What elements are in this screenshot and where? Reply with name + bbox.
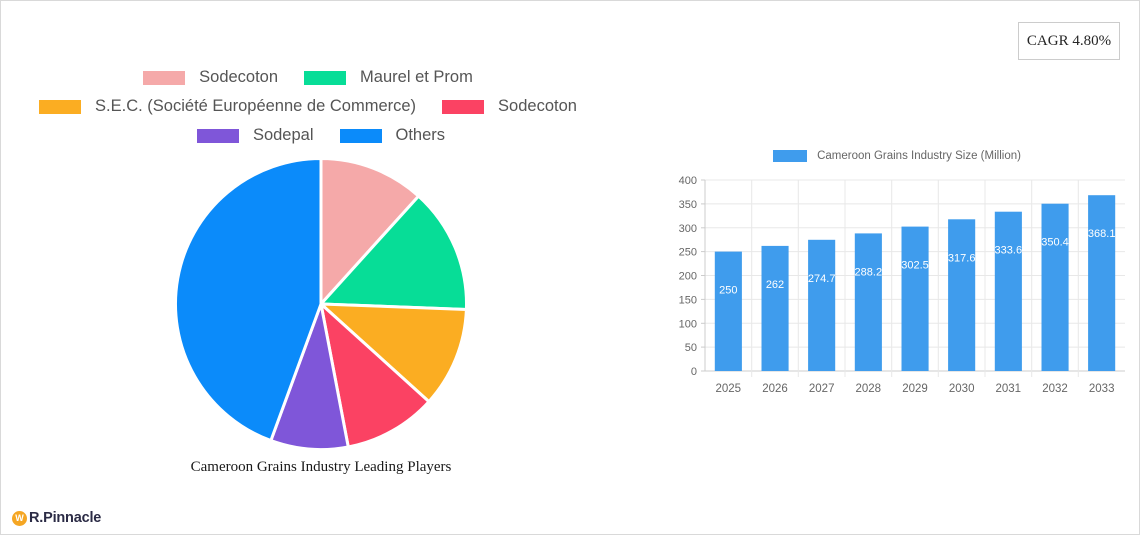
bar-value-label: 262 <box>766 279 784 291</box>
pie-chart-panel: Sodecoton Maurel et Prom S.E.C. (Société E… <box>1 63 641 488</box>
bar[interactable] <box>854 233 882 371</box>
bar[interactable] <box>948 219 976 371</box>
bar[interactable] <box>761 245 789 371</box>
bar[interactable] <box>808 239 836 371</box>
pie-slice[interactable] <box>319 158 421 306</box>
x-tick-label: 2030 <box>949 383 975 395</box>
bar-chart-legend: Cameroon Grains Industry Size (Million) <box>663 140 1131 168</box>
pie-legend: Sodecoton Maurel et Prom S.E.C. (Société E… <box>5 63 637 150</box>
pie-slice[interactable] <box>319 302 468 404</box>
bar[interactable] <box>1041 203 1069 371</box>
pie-legend-label: Sodecoton <box>498 97 577 115</box>
pie-legend-label: Sodepal <box>252 126 314 144</box>
bar-value-label: 288.2 <box>855 266 883 278</box>
bar-value-label: 250 <box>719 285 737 297</box>
bar-legend-swatch-icon <box>773 150 808 162</box>
pie-legend-label: Maurel et Prom <box>360 68 473 86</box>
bar-value-label: 368.1 <box>1088 228 1116 240</box>
y-tick-label: 300 <box>679 223 697 235</box>
pie-legend-swatch-icon <box>339 128 382 143</box>
x-tick-label: 2029 <box>902 383 928 395</box>
pie-legend-item[interactable]: S.E.C. (Société Européenne de Commerce) <box>39 92 442 121</box>
bar[interactable] <box>994 211 1022 371</box>
x-tick-label: 2025 <box>716 383 742 395</box>
pie-legend-item[interactable]: Maurel et Prom <box>304 63 499 92</box>
pie-legend-item[interactable]: Sodecoton <box>143 63 304 92</box>
logo-glyph: W <box>15 512 24 523</box>
pie-legend-item[interactable]: Sodecoton <box>442 92 603 121</box>
pie-legend-label: Others <box>395 126 446 144</box>
pie-legend-label: Sodecoton <box>199 68 279 86</box>
bar-chart-panel: Cameroon Grains Industry Size (Million) … <box>663 140 1131 412</box>
x-tick-label: 2027 <box>809 383 835 395</box>
bar[interactable] <box>714 251 742 371</box>
bar[interactable] <box>901 226 929 371</box>
y-tick-label: 50 <box>685 342 697 354</box>
pie-legend-swatch-icon <box>304 70 347 85</box>
y-tick-label: 250 <box>679 247 697 259</box>
pie-slice[interactable] <box>319 194 468 311</box>
pie-legend-item[interactable]: Others <box>339 121 446 150</box>
bar-chart-svg: 0 50 100 150 200 250 300 350 400 250 2025 262 2026 27… <box>679 175 1125 395</box>
brand-logo: W R.Pinnacle <box>12 510 101 526</box>
bar-value-label: 302.5 <box>901 260 929 272</box>
pie-legend-swatch-icon <box>196 128 239 143</box>
cagr-badge: CAGR 4.80% <box>1018 22 1120 60</box>
pie-legend-label: S.E.C. (Société Européenne de Commerce) <box>95 97 417 115</box>
bar-value-label: 350.4 <box>1041 237 1069 249</box>
pie-slice[interactable] <box>319 302 431 449</box>
y-tick-label: 100 <box>679 318 697 330</box>
pie-legend-swatch-icon <box>143 70 186 85</box>
pie-slice[interactable] <box>173 158 323 443</box>
y-tick-label: 400 <box>679 175 697 187</box>
brand-name: R.Pinnacle <box>29 510 102 526</box>
pie-legend-swatch-icon <box>442 99 485 114</box>
x-tick-label: 2033 <box>1089 383 1115 395</box>
x-tick-label: 2032 <box>1042 383 1068 395</box>
x-tick-label: 2026 <box>762 383 788 395</box>
y-tick-label: 0 <box>691 366 697 378</box>
pinnacle-logo-icon: W <box>12 510 27 526</box>
y-tick-label: 350 <box>679 199 697 211</box>
pie-chart-graphic <box>171 158 471 450</box>
x-tick-label: 2028 <box>856 383 882 395</box>
pie-svg <box>173 158 468 450</box>
bar-value-label: 317.6 <box>948 252 976 264</box>
bar-value-label: 274.7 <box>808 273 836 285</box>
bar-legend-label: Cameroon Grains Industry Size (Million) <box>817 150 1021 162</box>
pie-legend-item[interactable]: Sodepal <box>196 121 340 150</box>
y-tick-label: 150 <box>679 294 697 306</box>
bar[interactable] <box>1088 195 1116 371</box>
bar-value-label: 333.6 <box>995 245 1023 257</box>
y-tick-label: 200 <box>679 271 697 283</box>
x-tick-label: 2031 <box>996 383 1022 395</box>
pie-chart-title: Cameroon Grains Industry Leading Players <box>190 459 452 475</box>
pie-legend-swatch-icon <box>39 99 82 114</box>
cagr-badge-label: CAGR 4.80% <box>1026 32 1112 49</box>
